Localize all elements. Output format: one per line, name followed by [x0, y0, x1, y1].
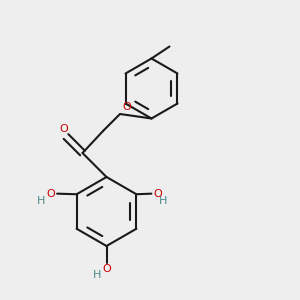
- Text: H: H: [93, 270, 102, 280]
- Text: O: O: [102, 264, 111, 274]
- Text: H: H: [36, 196, 45, 206]
- Text: O: O: [59, 124, 68, 134]
- Text: O: O: [47, 189, 56, 199]
- Text: H: H: [159, 196, 168, 206]
- Text: O: O: [153, 189, 162, 199]
- Text: O: O: [122, 103, 131, 112]
